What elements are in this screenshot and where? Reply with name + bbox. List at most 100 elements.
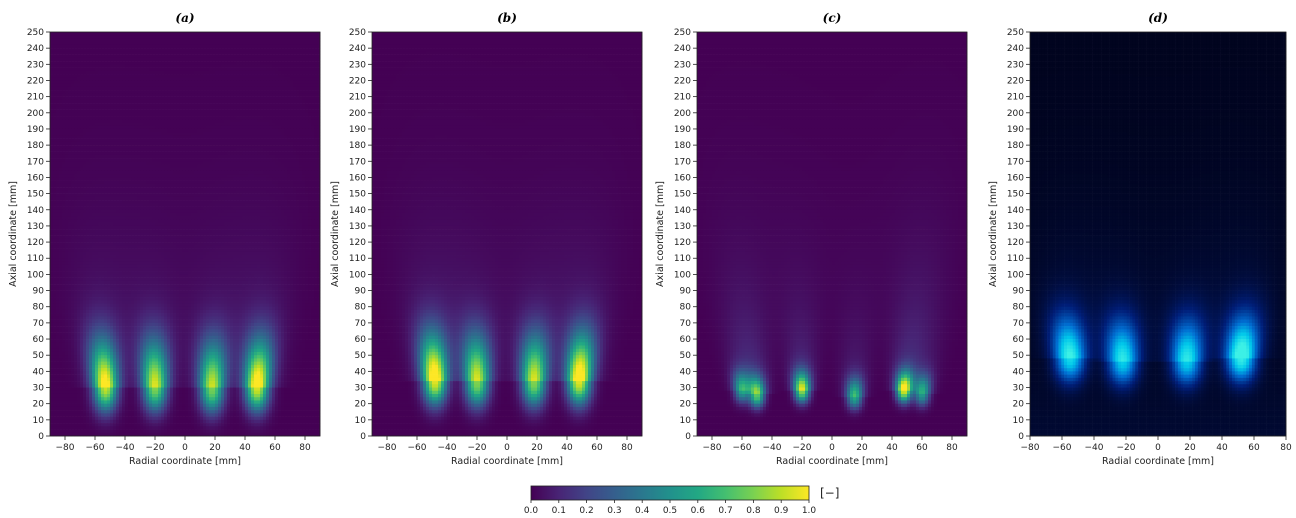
heatmap-cell: [272, 32, 275, 36]
heatmap-cell: [275, 42, 278, 46]
heatmap-cell: [74, 64, 77, 68]
heatmap-cell: [185, 32, 188, 36]
heatmap-cell: [245, 58, 248, 62]
heatmap-cell: [104, 42, 107, 46]
heatmap-cell: [311, 35, 314, 39]
heatmap-cell: [119, 35, 122, 39]
heatmap-cell: [131, 42, 134, 46]
heatmap-cell: [215, 48, 218, 52]
heatmap-cell: [248, 48, 251, 52]
heatmap-cell: [299, 68, 302, 72]
heatmap-cell: [257, 45, 260, 49]
heatmap-cell: [209, 61, 212, 65]
heatmap-cell: [92, 61, 95, 65]
heatmap-cell: [260, 51, 263, 55]
heatmap-cell: [149, 64, 152, 68]
heatmap-cell: [89, 68, 92, 72]
heatmap-cell: [182, 48, 185, 52]
heatmap-cell: [227, 58, 230, 62]
heatmap-cell: [242, 38, 245, 42]
heatmap-cell: [59, 48, 62, 52]
heatmap-cell: [314, 32, 317, 36]
heatmap-cell: [233, 32, 236, 36]
heatmap-cell: [269, 58, 272, 62]
heatmap-cell: [119, 32, 122, 36]
heatmap-cell: [188, 48, 191, 52]
heatmap-cell: [188, 64, 191, 68]
heatmap-cell: [74, 35, 77, 39]
heatmap-cell: [221, 48, 224, 52]
heatmap-cell: [278, 55, 281, 59]
heatmap-cell: [71, 55, 74, 59]
heatmap-cell: [194, 32, 197, 36]
heatmap-cell: [50, 64, 53, 68]
heatmap-cell: [137, 32, 140, 36]
heatmap-cell: [245, 61, 248, 65]
heatmap-cell: [251, 61, 254, 65]
heatmap-cell: [158, 55, 161, 59]
heatmap-cell: [95, 38, 98, 42]
heatmap-cell: [56, 45, 59, 49]
heatmap-cell: [227, 45, 230, 49]
heatmap-cell: [278, 42, 281, 46]
heatmap-cell: [86, 32, 89, 36]
heatmap-cell: [266, 32, 269, 36]
heatmap-cell: [290, 68, 293, 72]
heatmap-cell: [224, 45, 227, 49]
heatmap-cell: [266, 35, 269, 39]
heatmap-cell: [242, 45, 245, 49]
heatmap-cell: [194, 35, 197, 39]
heatmap-cell: [266, 55, 269, 59]
heatmap-cell: [218, 38, 221, 42]
heatmap-cell: [230, 55, 233, 59]
heatmap-cell: [59, 64, 62, 68]
heatmap-cell: [230, 32, 233, 36]
heatmap-cell: [248, 38, 251, 42]
heatmap-cell: [50, 35, 53, 39]
heatmap-cell: [236, 48, 239, 52]
heatmap-cell: [278, 32, 281, 36]
heatmap-cell: [185, 42, 188, 46]
heatmap-cell: [290, 45, 293, 49]
heatmap-cell: [143, 64, 146, 68]
heatmap-cell: [89, 48, 92, 52]
heatmap-cell: [53, 61, 56, 65]
heatmap-cell: [176, 45, 179, 49]
heatmap-cell: [233, 61, 236, 65]
heatmap-cell: [167, 55, 170, 59]
heatmap-cell: [200, 45, 203, 49]
heatmap-cell: [152, 64, 155, 68]
heatmap-cell: [143, 38, 146, 42]
heatmap-cell: [215, 61, 218, 65]
heatmap-cell: [287, 35, 290, 39]
heatmap-cell: [137, 35, 140, 39]
heatmap-cell: [158, 64, 161, 68]
heatmap-cell: [308, 32, 311, 36]
heatmap-cell: [170, 38, 173, 42]
heatmap-cell: [203, 35, 206, 39]
heatmap-cell: [194, 51, 197, 55]
heatmap-cell: [155, 68, 158, 72]
heatmap-cell: [62, 48, 65, 52]
heatmap-cell: [305, 38, 308, 42]
heatmap-cell: [200, 51, 203, 55]
heatmap-cell: [281, 58, 284, 62]
heatmap-cell: [182, 51, 185, 55]
heatmap-cell: [302, 68, 305, 72]
heatmap-cell: [212, 51, 215, 55]
heatmap-cell: [203, 32, 206, 36]
heatmap-cell: [254, 35, 257, 39]
heatmap-cell: [71, 35, 74, 39]
heatmap-cell: [143, 61, 146, 65]
heatmap-cell: [92, 64, 95, 68]
heatmap-cell: [134, 35, 137, 39]
heatmap-cell: [296, 58, 299, 62]
heatmap-cell: [122, 68, 125, 72]
heatmap-cell: [83, 35, 86, 39]
heatmap-cell: [230, 64, 233, 68]
heatmap-cell: [221, 68, 224, 72]
heatmap-cell: [56, 32, 59, 36]
heatmap-cell: [242, 61, 245, 65]
heatmap-cell: [164, 51, 167, 55]
heatmap-cell: [128, 32, 131, 36]
